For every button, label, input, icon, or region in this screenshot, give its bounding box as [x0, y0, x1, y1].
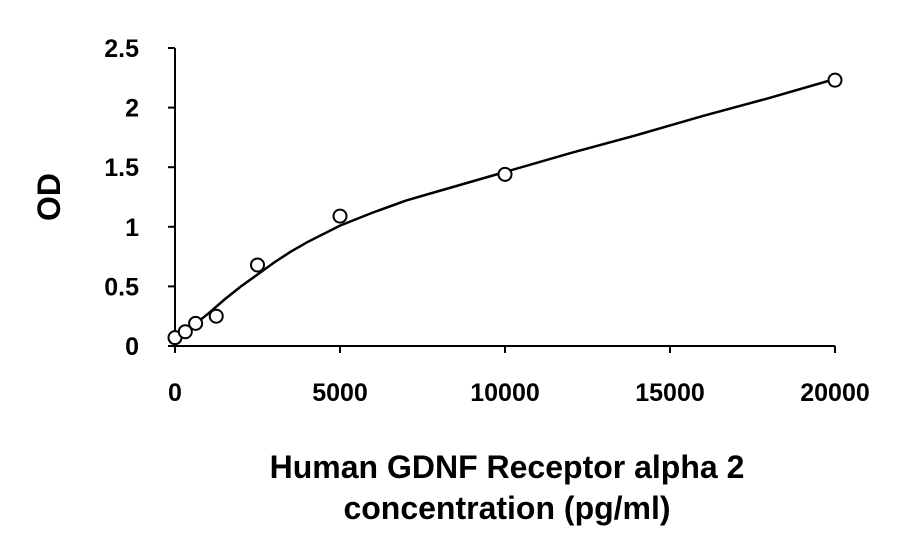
x-ticks: 0 5000 10000 15000 20000	[168, 346, 870, 407]
x-tick-label: 0	[168, 379, 182, 407]
data-point	[827, 72, 843, 88]
data-points	[167, 72, 843, 346]
y-tick-label: 1.5	[104, 154, 139, 182]
data-point	[497, 166, 513, 182]
fit-curve-line	[174, 77, 836, 339]
x-axis-title-line-2: concentration (pg/ml)	[343, 490, 670, 526]
data-point	[208, 308, 224, 324]
data-point	[188, 315, 204, 331]
x-tick-label: 20000	[800, 379, 870, 407]
y-tick-label: 0	[125, 333, 139, 361]
y-tick-label: 1	[125, 214, 139, 242]
x-tick-label: 5000	[312, 379, 368, 407]
data-point	[332, 208, 348, 224]
x-axis-title-line-1: Human GDNF Receptor alpha 2	[270, 449, 745, 485]
y-ticks: 0 0.5 1 1.5 2 2.5	[104, 35, 175, 361]
data-point	[177, 324, 193, 340]
x-axis: 0 5000 10000 15000 20000	[168, 345, 870, 407]
y-tick-label: 2	[125, 95, 139, 123]
y-axis-title: OD	[31, 173, 67, 221]
x-tick-label: 10000	[470, 379, 540, 407]
y-tick-label: 2.5	[104, 35, 139, 63]
data-point	[250, 257, 265, 273]
y-tick-label: 0.5	[104, 273, 139, 301]
y-axis: 0 0.5 1 1.5 2 2.5	[104, 35, 176, 361]
x-tick-label: 15000	[635, 379, 705, 407]
